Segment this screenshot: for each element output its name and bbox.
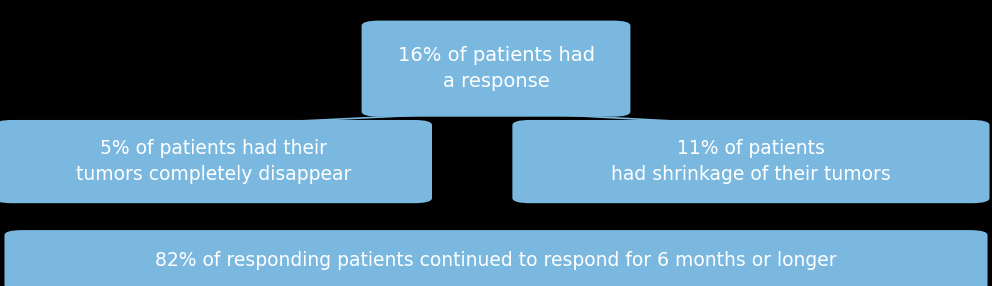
Text: 11% of patients
had shrinkage of their tumors: 11% of patients had shrinkage of their t… xyxy=(611,139,891,184)
FancyBboxPatch shape xyxy=(512,120,989,203)
FancyBboxPatch shape xyxy=(5,230,988,286)
Text: 5% of patients had their
tumors completely disappear: 5% of patients had their tumors complete… xyxy=(75,139,351,184)
Text: 82% of responding patients continued to respond for 6 months or longer: 82% of responding patients continued to … xyxy=(155,251,837,270)
Text: 16% of patients had
a response: 16% of patients had a response xyxy=(398,46,594,92)
FancyBboxPatch shape xyxy=(361,21,631,117)
FancyBboxPatch shape xyxy=(0,120,433,203)
